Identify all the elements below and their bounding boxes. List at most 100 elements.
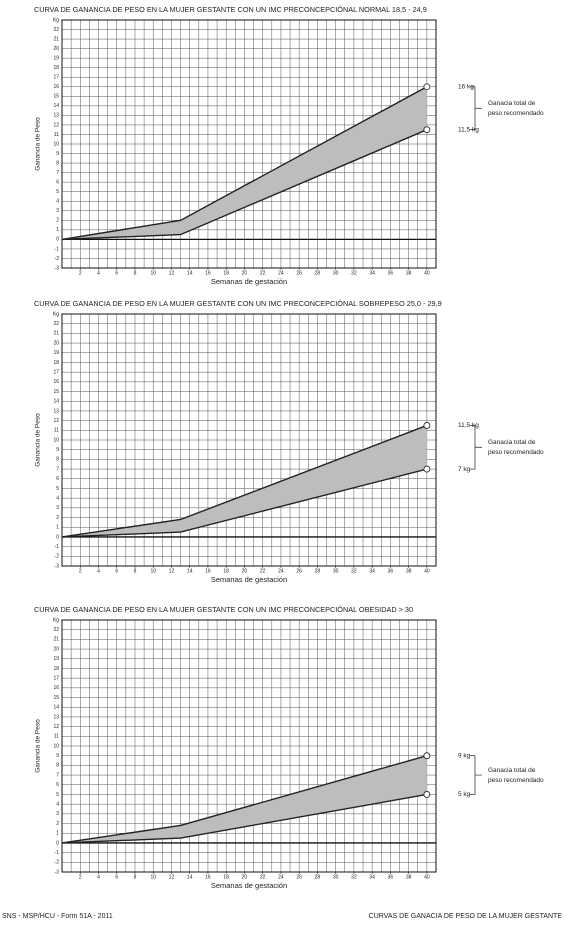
y-tick-label: -1 — [55, 544, 60, 550]
bracket — [474, 425, 482, 470]
y-tick-label: 0 — [56, 237, 59, 243]
x-tick-label: 34 — [369, 874, 375, 880]
x-tick-label: 28 — [315, 568, 321, 574]
y-tick-label: 14 — [53, 705, 59, 711]
x-tick-label: 6 — [115, 568, 118, 574]
y-tick-label: 2 — [56, 821, 59, 827]
y-tick-label: 11 — [54, 132, 59, 138]
value-label: 7 kg — [458, 466, 471, 473]
x-tick-label: 12 — [169, 270, 175, 276]
x-tick-label: 6 — [115, 874, 118, 880]
y-tick-label: 15 — [53, 695, 59, 701]
x-tick-label: 16 — [205, 270, 211, 276]
y-tick-label: 5 — [56, 486, 59, 492]
y-tick-label: 0 — [56, 534, 59, 540]
y-tick-label: 13 — [53, 113, 59, 119]
x-tick-label: 34 — [369, 568, 375, 574]
x-tick-label: 26 — [296, 568, 302, 574]
x-tick-label: 20 — [242, 568, 248, 574]
annotation: peso recomendado — [488, 449, 544, 456]
y-tick-label: -1 — [55, 850, 60, 856]
y-tick-label: 4 — [56, 199, 59, 205]
x-tick-label: 40 — [424, 874, 430, 880]
end-point — [423, 83, 431, 91]
plot-frame — [61, 619, 437, 873]
y-tick-label: -3 — [55, 563, 60, 569]
y-tick-label: 16 — [53, 379, 59, 385]
y-tick-label: 9 — [56, 151, 59, 157]
plot-frame — [61, 19, 437, 269]
x-tick-label: 12 — [169, 874, 175, 880]
x-tick-label: 8 — [134, 270, 137, 276]
y-tick-label: 15 — [53, 94, 59, 100]
y-tick-label: 16 — [53, 685, 59, 691]
y-tick-label: 1 — [56, 227, 59, 233]
value-label: 16 kg — [458, 83, 474, 90]
recommended-band — [62, 425, 427, 537]
y-tick-label: 8 — [56, 457, 59, 463]
x-tick-label: 10 — [150, 568, 156, 574]
y-tick-label: 7 — [56, 170, 59, 176]
y-tick-label: 2 — [56, 218, 59, 224]
x-tick-label: 16 — [205, 568, 211, 574]
y-tick-label: 21 — [53, 36, 59, 42]
chart-title: CURVA DE GANANCIA DE PESO EN LA MUJER GE… — [34, 5, 427, 14]
x-tick-label: 2 — [79, 568, 82, 574]
x-tick-label: 40 — [424, 568, 430, 574]
y-tick-label: 7 — [56, 772, 59, 778]
y-tick-label: 1 — [56, 831, 59, 837]
y-tick-label: 17 — [53, 75, 59, 81]
y-tick-label: Kg — [53, 617, 59, 623]
x-tick-label: 12 — [169, 568, 175, 574]
y-tick-label: -1 — [55, 246, 60, 252]
y-tick-label: 19 — [53, 656, 59, 662]
value-label: 9 kg — [458, 752, 471, 759]
y-axis-label: Ganancia de Peso — [35, 117, 42, 171]
y-tick-label: 18 — [53, 65, 59, 71]
y-tick-label: -3 — [55, 265, 60, 271]
x-tick-label: 14 — [187, 568, 193, 574]
y-tick-label: 21 — [53, 637, 59, 643]
y-tick-label: 4 — [56, 495, 59, 501]
value-label: 11,5 kg — [458, 126, 479, 133]
footer-left: SNS - MSP/HCU - Form 51A - 2011 — [2, 913, 113, 920]
x-tick-label: 32 — [351, 568, 357, 574]
x-axis-label: Semanas de gestación — [211, 575, 287, 584]
y-tick-label: 9 — [56, 753, 59, 759]
y-tick-label: 10 — [53, 743, 59, 749]
y-tick-label: 19 — [53, 350, 59, 356]
y-tick-label: 3 — [56, 811, 59, 817]
y-tick-label: 17 — [53, 369, 59, 375]
y-tick-label: 11 — [54, 734, 59, 740]
y-axis-label: Ganancia de Peso — [35, 719, 42, 773]
end-point — [423, 126, 431, 134]
y-tick-label: 3 — [56, 208, 59, 214]
x-tick-label: 8 — [134, 568, 137, 574]
y-tick-label: -2 — [55, 860, 60, 866]
chart-title: CURVA DE GANANCIA DE PESO EN LA MUJER GE… — [34, 605, 413, 614]
bracket — [474, 86, 482, 130]
series-line — [61, 793, 428, 844]
x-tick-label: 36 — [388, 874, 394, 880]
y-tick-label: 1 — [56, 525, 59, 531]
x-tick-label: 32 — [351, 874, 357, 880]
footer-right: CURVAS DE GANACIA DE PESO DE LA MUJER GE… — [369, 913, 563, 920]
chart-title: CURVA DE GANANCIA DE PESO EN LA MUJER GE… — [34, 299, 442, 308]
annotation: Ganacia total de — [488, 100, 536, 107]
x-tick-label: 22 — [260, 270, 266, 276]
x-tick-label: 10 — [150, 874, 156, 880]
x-axis-label: Semanas de gestación — [211, 881, 287, 890]
y-tick-label: 22 — [53, 321, 59, 327]
x-tick-label: 18 — [223, 270, 229, 276]
annotation: peso recomendado — [488, 110, 544, 117]
end-point — [423, 422, 431, 429]
y-tick-label: 17 — [53, 675, 59, 681]
x-tick-label: 26 — [296, 270, 302, 276]
y-axis-label: Ganancia de Peso — [35, 413, 42, 467]
x-tick-label: 4 — [97, 874, 100, 880]
y-tick-label: 10 — [53, 437, 59, 443]
x-tick-label: 24 — [278, 270, 284, 276]
y-tick-label: Kg — [53, 311, 59, 317]
y-tick-label: 14 — [53, 103, 59, 109]
end-point — [423, 752, 431, 760]
